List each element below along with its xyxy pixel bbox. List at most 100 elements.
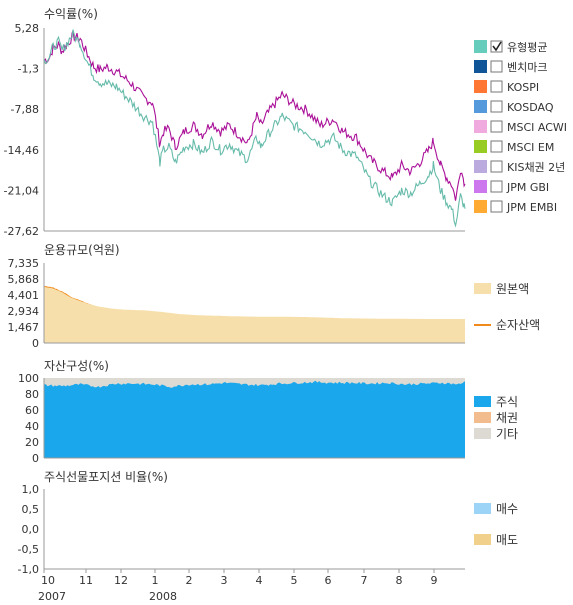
x-tick-label: 4 xyxy=(256,574,263,587)
legend-item[interactable]: KIS채권 2년 xyxy=(474,160,565,174)
legend-swatch xyxy=(474,503,491,514)
x-tick-label: 11 xyxy=(79,574,93,587)
legend-item: 채권 xyxy=(474,411,518,425)
y-tick-label: 40 xyxy=(25,420,39,433)
y-tick-label: 0 xyxy=(32,337,39,350)
x-tick-label: 9 xyxy=(431,574,438,587)
aum-plot xyxy=(43,263,466,344)
legend-label: JPM EMBI xyxy=(506,201,557,214)
y-tick-label: 2,934 xyxy=(8,305,40,318)
legend-label: JPM GBI xyxy=(506,181,549,194)
x-tick-label: 7 xyxy=(361,574,368,587)
legend-item: 주식 xyxy=(474,395,518,409)
returns-plot xyxy=(43,28,466,232)
legend-swatch xyxy=(474,200,487,213)
legend-swatch xyxy=(474,283,491,294)
series-line-0 xyxy=(43,29,466,201)
legend-checkbox[interactable] xyxy=(490,80,503,93)
legend-item: 기타 xyxy=(474,427,518,441)
returns-panel-title: 수익률(%) xyxy=(44,7,98,21)
legend-item: 매수 xyxy=(474,502,518,516)
legend-checkbox[interactable] xyxy=(490,200,503,213)
y-tick-label: 0,5 xyxy=(22,503,40,516)
legend-swatch xyxy=(474,60,487,73)
legend-item[interactable]: 벤치마크 xyxy=(474,60,547,74)
legend-item[interactable]: MSCI EM xyxy=(474,140,554,154)
y-tick-label: -7,88 xyxy=(11,103,39,116)
legend-item: 순자산액 xyxy=(474,318,540,332)
legend-swatch xyxy=(474,396,491,407)
x-tick-label: 8 xyxy=(396,574,403,587)
x-year-label: 2007 xyxy=(38,590,66,603)
legend-label: 원본액 xyxy=(496,282,529,296)
futures-plot xyxy=(43,489,465,570)
legend-item[interactable]: KOSDAQ xyxy=(474,100,554,114)
x-tick-label: 12 xyxy=(114,574,128,587)
legend-label: 매수 xyxy=(496,502,518,516)
legend-swatch xyxy=(474,534,491,545)
legend-item[interactable]: KOSPI xyxy=(474,80,539,94)
legend-swatch xyxy=(474,412,491,423)
legend-label: 채권 xyxy=(496,411,518,425)
y-tick-label: -1,0 xyxy=(18,563,39,576)
legend-checkbox[interactable] xyxy=(490,160,503,173)
asset-mix-plot xyxy=(43,378,465,459)
legend-label: KOSDAQ xyxy=(507,101,554,114)
legend-item[interactable]: JPM EMBI xyxy=(474,200,557,214)
y-tick-label: 1,467 xyxy=(8,321,40,334)
y-tick-label: 100 xyxy=(18,372,39,385)
legend-item[interactable]: 유형평균 xyxy=(474,40,547,54)
legend-swatch xyxy=(474,140,487,153)
series-line-1 xyxy=(43,29,466,228)
legend-item[interactable]: JPM GBI xyxy=(474,180,549,194)
legend-checkbox[interactable] xyxy=(490,180,503,193)
legend-swatch xyxy=(474,40,487,53)
x-tick-label: 10 xyxy=(41,574,55,587)
legend-checkbox[interactable] xyxy=(490,40,503,53)
y-tick-label: -27,62 xyxy=(4,225,39,238)
y-tick-label: -0,5 xyxy=(18,543,39,556)
y-tick-label: 0 xyxy=(32,452,39,465)
legend-item[interactable]: MSCI ACWI xyxy=(474,120,567,134)
legend-label: 벤치마크 xyxy=(507,61,547,74)
x-year-label: 2008 xyxy=(149,590,177,603)
legend-checkbox[interactable] xyxy=(490,60,503,73)
legend-label: MSCI EM xyxy=(507,141,554,154)
legend-checkbox[interactable] xyxy=(490,120,503,133)
legend-swatch xyxy=(474,428,491,439)
legend-label: MSCI ACWI xyxy=(507,121,567,134)
legend-label: 순자산액 xyxy=(496,318,540,332)
legend-checkbox[interactable] xyxy=(490,140,503,153)
y-tick-label: 0,0 xyxy=(22,523,40,536)
legend-item: 원본액 xyxy=(474,282,529,296)
legend-swatch xyxy=(474,100,487,113)
asset-mix-y-axis: 100 80 60 40 20 0 xyxy=(18,372,39,465)
x-tick-label: 6 xyxy=(325,574,332,587)
legend-swatch xyxy=(474,120,487,133)
futures-panel-title: 주식선물포지션 비율(%) xyxy=(44,470,168,484)
y-tick-label: 1,0 xyxy=(22,483,40,496)
y-tick-label: -21,04 xyxy=(4,184,39,197)
legend-checkbox[interactable] xyxy=(490,100,503,113)
legend-label: 매도 xyxy=(496,533,518,547)
legend-swatch xyxy=(474,80,487,93)
x-tick-label: 5 xyxy=(291,574,298,587)
legend-swatch xyxy=(474,160,487,173)
returns-y-axis: 5,28 -1,3 -7,88 -14,46 -21,04 -27,62 xyxy=(4,22,39,238)
series-area-0 xyxy=(44,380,465,458)
legend-swatch xyxy=(474,180,487,193)
x-tick-label: 2 xyxy=(186,574,193,587)
y-tick-label: 80 xyxy=(25,388,39,401)
legend-item: 매도 xyxy=(474,533,518,547)
y-tick-label: 20 xyxy=(25,436,39,449)
y-tick-label: 4,401 xyxy=(8,289,40,302)
legend-label: 주식 xyxy=(496,395,518,409)
x-tick-label: 1 xyxy=(152,574,159,587)
futures-y-axis: 1,0 0,5 0,0 -0,5 -1,0 xyxy=(18,483,39,576)
aum-panel-title: 운용규모(억원) xyxy=(44,243,120,257)
